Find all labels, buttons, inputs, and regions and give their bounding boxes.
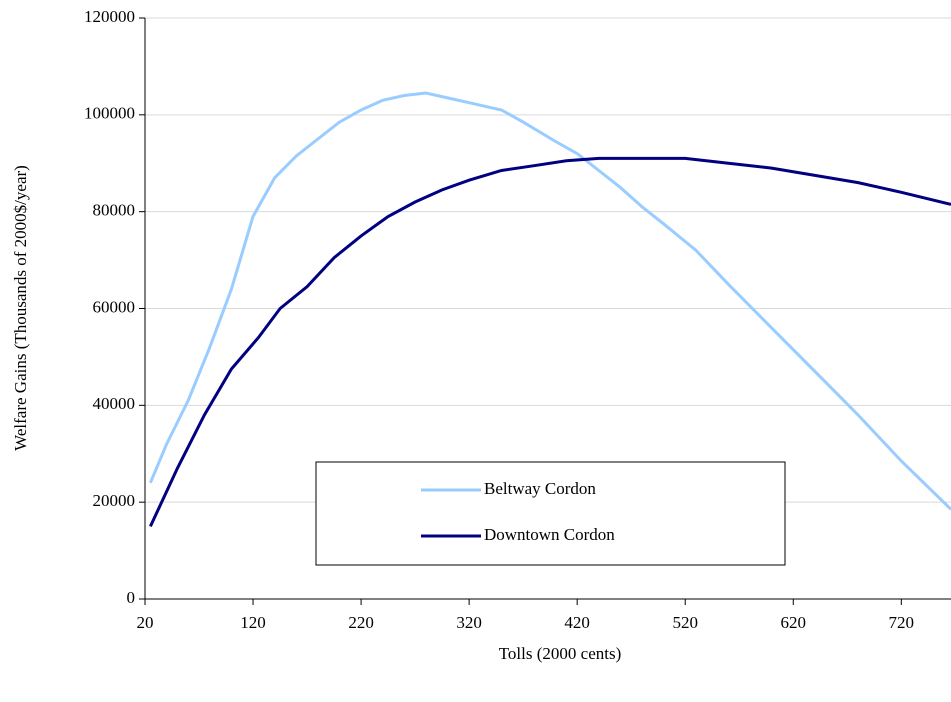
series-line [149, 91, 951, 511]
x-axis-label: Tolls (2000 cents) [499, 644, 622, 663]
x-tick-label: 720 [889, 613, 915, 632]
x-tick-label: 320 [456, 613, 482, 632]
y-axis-label: Welfare Gains (Thousands of 2000$/year) [11, 165, 30, 451]
x-tick-label: 620 [781, 613, 807, 632]
y-tick-label: 20000 [93, 491, 136, 510]
x-tick-label: 120 [240, 613, 266, 632]
legend-box [315, 461, 786, 566]
x-tick-label: 20 [137, 613, 154, 632]
legend-label: Downtown Cordon [484, 525, 615, 544]
y-tick-label: 120000 [84, 7, 135, 26]
y-tick-label: 60000 [93, 297, 136, 316]
x-tick-label: 420 [564, 613, 590, 632]
y-tick-label: 80000 [93, 201, 136, 220]
x-tick-label: 220 [348, 613, 374, 632]
y-tick-label: 0 [127, 588, 136, 607]
series-line [149, 156, 951, 528]
y-tick-label: 100000 [84, 104, 135, 123]
legend-label: Beltway Cordon [484, 479, 596, 498]
x-tick-label: 520 [672, 613, 698, 632]
y-tick-label: 40000 [93, 394, 136, 413]
